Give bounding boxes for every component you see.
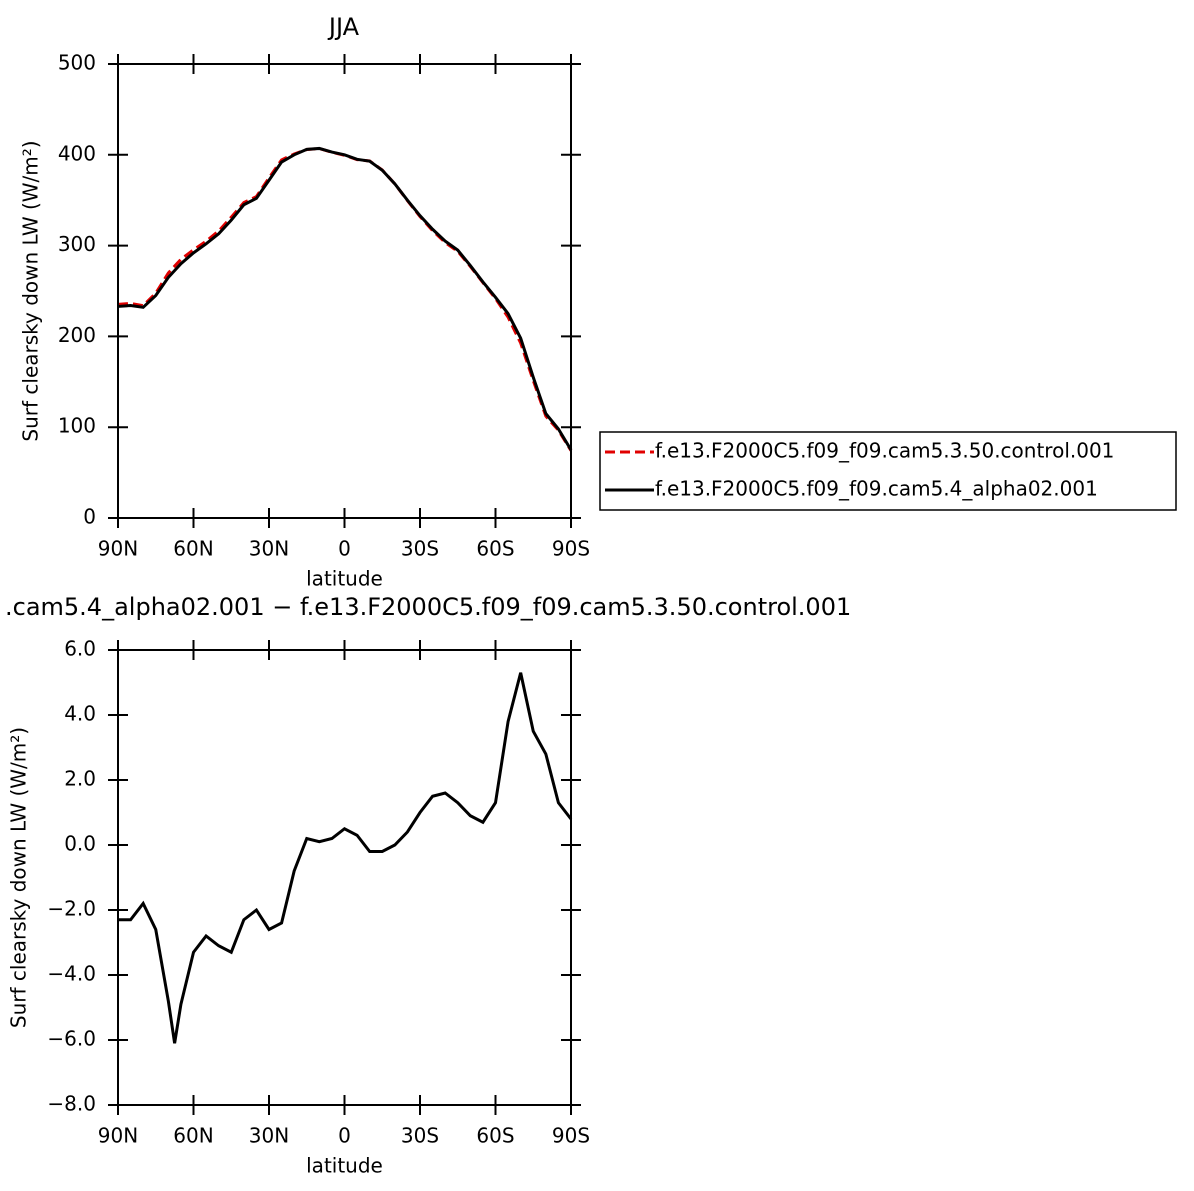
y-axis-label: Surf clearsky down LW (W/m²)	[7, 727, 31, 1028]
legend-label: f.e13.F2000C5.f09_f09.cam5.3.50.control.…	[655, 439, 1114, 463]
y-tick-label: 6.0	[64, 637, 96, 661]
chart-title: .cam5.4_alpha02.001 − f.e13.F2000C5.f09_…	[5, 593, 851, 621]
x-axis-label: latitude	[306, 1154, 383, 1178]
x-tick-label: 30S	[401, 537, 439, 561]
x-tick-label: 0	[338, 1124, 351, 1148]
data-line	[118, 672, 573, 1044]
x-tick-label: 90N	[98, 537, 138, 561]
x-tick-label: 0	[338, 537, 351, 561]
x-tick-label: 60N	[173, 537, 213, 561]
x-tick-label: 90N	[98, 1124, 138, 1148]
x-tick-label: 60S	[476, 537, 514, 561]
x-tick-label: 30N	[249, 537, 289, 561]
y-tick-label: 0	[83, 505, 96, 529]
y-tick-label: 100	[58, 414, 96, 438]
y-tick-label: −8.0	[47, 1092, 96, 1116]
x-tick-label: 60S	[476, 1124, 514, 1148]
x-axis-label: latitude	[306, 567, 383, 591]
y-tick-label: 300	[58, 232, 96, 256]
data-line	[117, 146, 573, 451]
y-tick-label: 500	[58, 51, 96, 75]
data-line	[117, 147, 573, 452]
x-tick-label: 30N	[249, 1124, 289, 1148]
y-tick-label: −6.0	[47, 1027, 96, 1051]
y-tick-label: 400	[58, 141, 96, 165]
y-tick-label: −4.0	[47, 962, 96, 986]
legend-label: f.e13.F2000C5.f09_f09.cam5.4_alpha02.001	[655, 477, 1098, 501]
y-axis-label: Surf clearsky down LW (W/m²)	[19, 140, 43, 441]
x-tick-label: 60N	[173, 1124, 213, 1148]
x-tick-label: 90S	[552, 1124, 590, 1148]
x-tick-label: 30S	[401, 1124, 439, 1148]
y-tick-label: 2.0	[64, 767, 96, 791]
plot-frame	[117, 649, 572, 1106]
y-tick-label: 200	[58, 323, 96, 347]
legend-box	[599, 431, 1177, 511]
chart-title: JJA	[327, 13, 360, 41]
x-tick-label: 90S	[552, 537, 590, 561]
y-tick-label: −2.0	[47, 897, 96, 921]
y-tick-label: 4.0	[64, 702, 96, 726]
y-tick-label: 0.0	[64, 832, 96, 856]
plot-frame	[117, 63, 572, 519]
